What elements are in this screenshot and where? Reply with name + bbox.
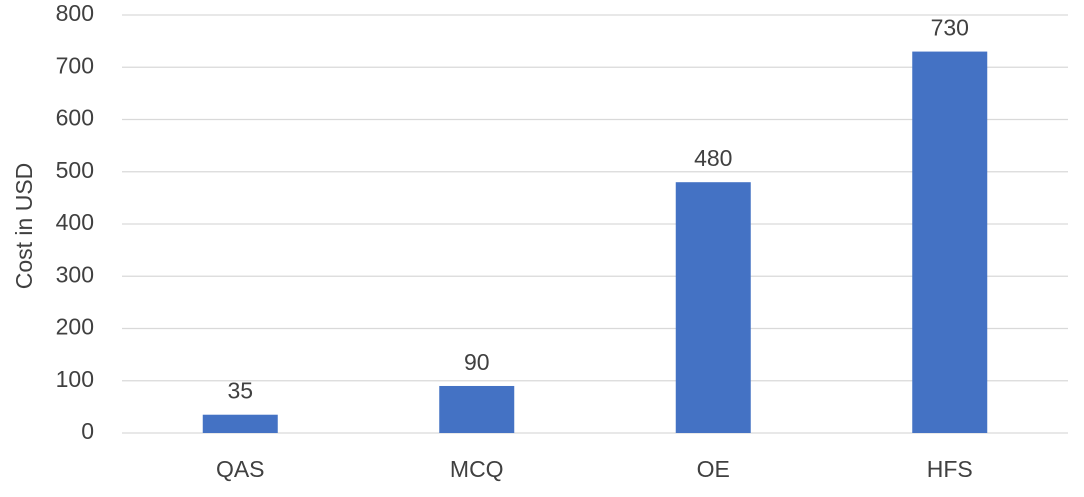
x-axis-tick-labels: QAS MCQ OE HFS: [216, 456, 973, 482]
y-tick-label: 800: [56, 0, 94, 26]
bar-oe: [675, 182, 751, 433]
bar-mcq: [439, 385, 515, 433]
y-tick-label: 100: [56, 366, 94, 392]
bar-qas: [202, 414, 278, 433]
y-tick-label: 400: [56, 209, 94, 235]
y-tick-label: 300: [56, 261, 94, 287]
y-axis-tick-labels: 0 100 200 300 400 500 600 700 800: [56, 0, 94, 444]
y-tick-label: 600: [56, 105, 94, 131]
x-tick-label: MCQ: [450, 456, 504, 482]
x-tick-label: QAS: [216, 456, 265, 482]
y-tick-label: 500: [56, 157, 94, 183]
x-tick-label: HFS: [927, 456, 973, 482]
y-tick-label: 700: [56, 52, 94, 78]
x-tick-label: OE: [697, 456, 730, 482]
y-tick-label: 0: [81, 418, 94, 444]
bar-hfs: [912, 51, 988, 433]
data-label: 730: [931, 15, 969, 41]
bars: [202, 51, 988, 433]
y-axis-title: Cost in USD: [11, 163, 37, 290]
data-label: 35: [227, 378, 253, 404]
y-tick-label: 200: [56, 314, 94, 340]
data-label: 480: [694, 145, 732, 171]
gridlines: [122, 14, 1068, 434]
data-label: 90: [464, 349, 490, 375]
data-labels: 35 90 480 730: [227, 15, 968, 404]
